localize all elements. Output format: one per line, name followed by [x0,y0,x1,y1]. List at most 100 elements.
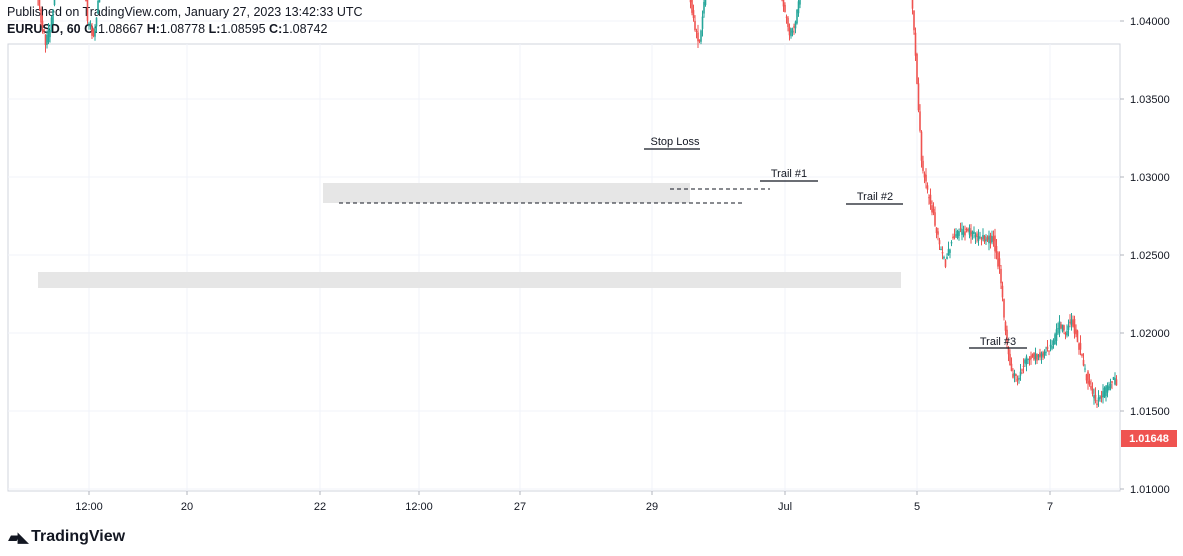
candle-body [782,0,785,7]
candle-body [47,29,50,43]
candle-body [947,249,950,256]
candle-body [938,240,941,245]
candle-body [799,0,801,5]
candle-body [1003,299,1005,318]
candle-body [940,248,942,250]
trail-3-label: Trail #3 [980,336,1016,348]
candle-body [95,17,98,27]
candle-body [970,230,972,237]
candle-body [701,16,704,29]
symbol-ohlc: EURUSD, 60 O:1.08667 H:1.08778 L:1.08595… [7,22,327,36]
stop-loss-label: Stop Loss [651,136,700,148]
candle-body [1109,383,1112,388]
trail-1-label: Trail #1 [771,168,807,180]
y-tick-label: 1.03000 [1130,172,1170,184]
candle-body [953,236,956,238]
tradingview-logo-icon: ▰◣ [8,529,29,546]
candle-body [1084,368,1086,370]
candle-body [784,4,786,13]
candle-body [1004,321,1007,331]
candle-body [1088,381,1091,385]
candle-body [1096,403,1098,406]
candle-body [1090,385,1092,389]
candle-body [982,234,984,239]
candle-body [968,228,971,235]
candle-body [1064,332,1067,335]
candle-body [950,242,953,244]
high-value: 1.08778 [159,22,206,36]
candle-body [934,212,936,226]
close-value: 1.08742 [282,22,328,36]
candle-body [1105,386,1107,396]
candle-body [914,32,917,56]
candle-body [992,236,995,242]
candle-body [983,236,986,242]
x-tick-label: 7 [1047,501,1053,513]
time-axis[interactable]: 12:00 20 22 12:00 27 29 Jul 5 7 [75,491,1053,513]
candle-body [1001,285,1004,298]
candle-body [952,236,954,239]
low-label: L: [208,22,221,36]
candle-body [44,34,47,45]
published-info: Published on TradingView.com, January 27… [7,5,363,19]
candle-body [1036,353,1038,361]
y-tick-label: 1.01500 [1130,406,1170,418]
candle-body [929,194,932,204]
candle-body [790,28,792,37]
candle-body [955,234,957,236]
candle-body [1081,353,1083,356]
candle-body [962,232,965,235]
trail-2-label: Trail #2 [857,191,893,203]
candle-body [925,174,927,182]
candle-body [698,39,701,42]
last-price-tag-bg [1121,430,1177,447]
x-tick-label: 29 [646,501,658,513]
candle-body [1024,359,1026,364]
price-axis[interactable]: 1.065001.060001.055001.050001.045001.040… [1120,0,1170,496]
candle-body [1069,321,1071,324]
candle-body [1073,319,1076,334]
candle-body [919,111,921,131]
candle-body [1043,351,1046,356]
candle-body [1087,371,1089,384]
candle-body [791,30,794,33]
candlesticks [37,0,1118,409]
candle-body [38,0,41,6]
candle-body [926,185,929,190]
candle-body [1103,387,1106,398]
candle-body [946,256,948,260]
candle-body [1112,377,1115,380]
candle-body [1097,397,1100,401]
candle-body [1072,320,1074,327]
candle-body [796,9,798,24]
candle-body [1100,395,1103,398]
candle-body [911,0,914,9]
candle-body [994,235,996,252]
candle-body [971,231,974,234]
close-label: C: [269,22,283,36]
candle-body [94,27,96,37]
candle-body [973,231,975,234]
candle-body [797,1,800,14]
candle-body [1027,358,1029,360]
tradingview-logo[interactable]: ▰◣ TradingView [8,528,125,546]
tradingview-brand: TradingView [31,528,126,545]
candle-body [965,228,968,230]
candle-body [997,252,999,267]
candle-body [944,259,947,267]
candle-body [1114,378,1116,385]
candle-body [989,235,992,243]
candle-body [1055,329,1058,341]
candle-body [794,21,797,29]
candle-body [1049,344,1052,347]
candle-body [1091,388,1094,394]
candle-body [995,246,998,253]
x-tick-label: 20 [181,501,193,513]
candle-body [1000,268,1002,284]
candle-body [1102,391,1104,397]
candle-body [1106,385,1109,393]
candle-body [1063,325,1065,331]
candle-body [977,236,980,241]
candle-body [1111,381,1113,383]
